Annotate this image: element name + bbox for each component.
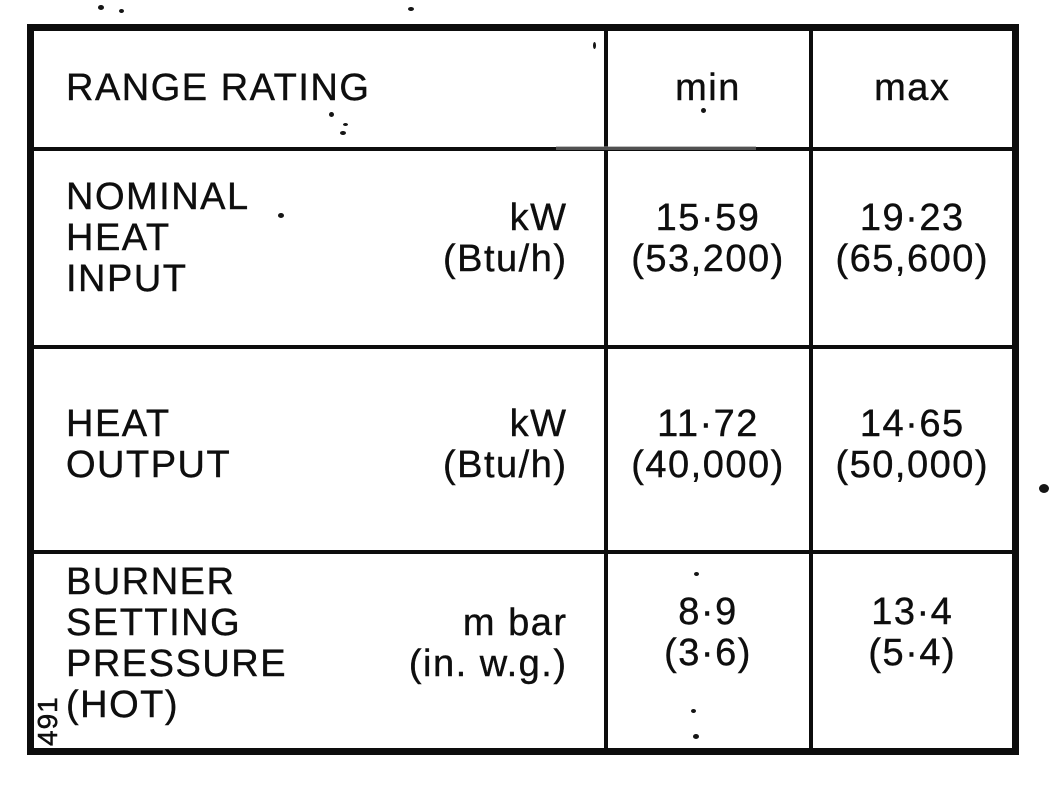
row-label: BURNER SETTING PRESSURE (HOT) (66, 560, 288, 726)
burner-pressure-min-value: 8·9 (3·6) (603, 549, 813, 754)
burner-pressure-label-cell: BURNER SETTING PRESSURE (HOT) m bar (in.… (28, 549, 608, 754)
header-max-cell: max (808, 25, 1018, 151)
row-units: m bar (in. w.g.) (408, 601, 568, 685)
row-label: NOMINAL HEAT INPUT (66, 176, 250, 300)
min-value: 8·9 (3·6) (664, 590, 752, 674)
scan-speck (694, 572, 699, 576)
heat-output-min-value: 11·72 (40,000) (603, 344, 813, 554)
scan-speck (119, 9, 124, 13)
table-header-row: RANGE RATING min max (28, 25, 1018, 151)
header-range-rating-cell: RANGE RATING (28, 25, 608, 151)
scan-speck (1039, 484, 1049, 493)
scan-speck (329, 112, 334, 117)
header-min-cell: min (603, 25, 813, 151)
row-units: kW (Btu/h) (442, 196, 568, 280)
max-column-header: max (874, 67, 951, 110)
min-value: 15·59 (53,200) (631, 196, 785, 280)
min-value: 11·72 (40,000) (631, 403, 785, 486)
scan-smudge (556, 146, 756, 150)
table-row-nominal-heat-input: NOMINAL HEAT INPUT kW (Btu/h) 15·59 (53,… (28, 146, 1018, 349)
nominal-heat-input-min-value: 15·59 (53,200) (603, 146, 813, 349)
nominal-heat-input-max-value: 19·23 (65,600) (808, 146, 1018, 349)
range-rating-title: RANGE RATING (66, 67, 371, 110)
max-value: 13·4 (5·4) (868, 590, 957, 674)
margin-page-number: 491 (32, 696, 64, 746)
scan-speck (408, 7, 414, 11)
scan-speck (278, 213, 284, 218)
max-value: 14·65 (50,000) (835, 403, 990, 486)
row-units: kW (Btu/h) (442, 403, 568, 486)
scan-speck (593, 42, 596, 49)
range-rating-table: RANGE RATING min max NOMINAL HEAT INPUT … (27, 24, 1019, 755)
scan-speck (343, 123, 348, 126)
row-label: HEAT OUTPUT (66, 403, 232, 486)
scan-speck (98, 5, 104, 10)
burner-pressure-max-value: 13·4 (5·4) (808, 549, 1018, 754)
table-row-heat-output: HEAT OUTPUT kW (Btu/h) 11·72 (40,000) 14… (28, 344, 1018, 554)
scan-speck (693, 734, 699, 739)
heat-output-label-cell: HEAT OUTPUT kW (Btu/h) (28, 344, 608, 554)
heat-output-max-value: 14·65 (50,000) (808, 344, 1018, 554)
table-row-burner-setting-pressure: BURNER SETTING PRESSURE (HOT) m bar (in.… (28, 549, 1018, 754)
max-value: 19·23 (65,600) (835, 196, 990, 280)
nominal-heat-input-label-cell: NOMINAL HEAT INPUT kW (Btu/h) (28, 146, 608, 349)
scan-speck (691, 709, 696, 713)
scan-speck (701, 108, 706, 113)
min-column-header: min (675, 67, 741, 110)
scan-speck (340, 131, 346, 135)
